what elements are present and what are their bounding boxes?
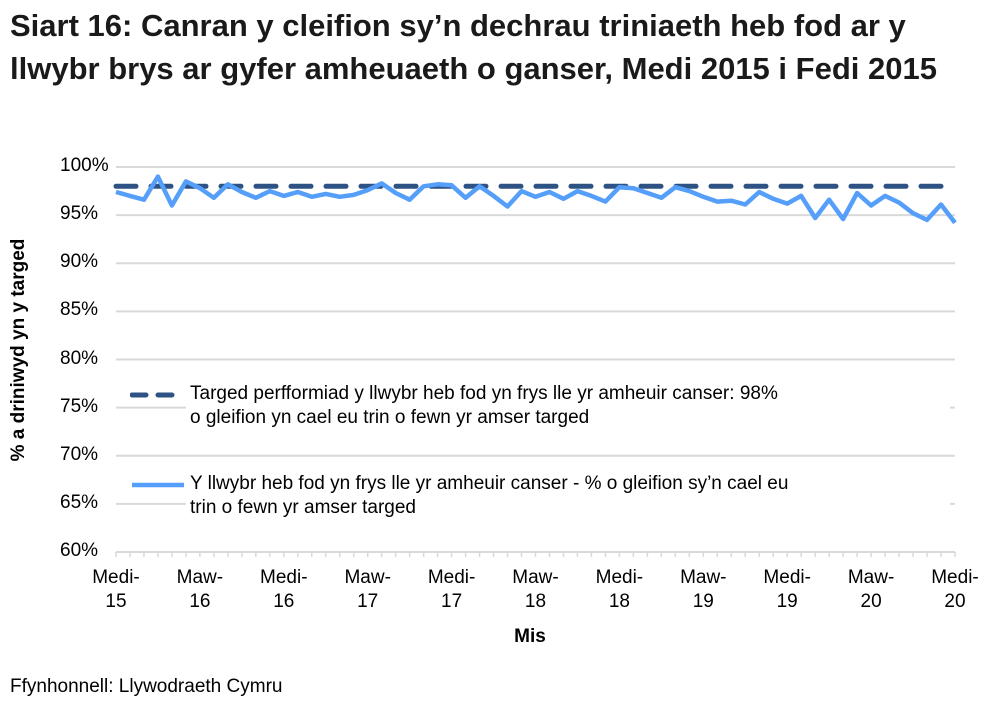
dashed-line-swatch-icon — [129, 382, 187, 406]
x-tick-label: Maw- 20 — [847, 567, 895, 612]
x-axis-label: Mis — [514, 626, 546, 647]
x-tick-label: Medi- 15 — [92, 567, 140, 612]
y-tick-label: 70% — [60, 443, 99, 465]
legend-target-line2: o gleifion yn cael eu trin o fewn yr ams… — [190, 407, 590, 428]
source-note: Ffynhonnell: Llywodraeth Cymru — [10, 676, 283, 697]
y-tick-label: 75% — [60, 395, 99, 417]
y-tick-label: 60% — [60, 540, 99, 561]
legend-target-line1: Targed perfformiad y llwybr heb fod yn f… — [190, 383, 778, 404]
x-tick-label: Maw- 16 — [176, 567, 224, 612]
x-tick-label: Maw- 18 — [512, 567, 559, 612]
x-tick-label: Maw- 19 — [680, 567, 727, 612]
actual-series-line — [115, 174, 957, 225]
y-tick-label: 100% — [60, 155, 109, 176]
y-tick-label: 85% — [60, 299, 99, 321]
solid-line-swatch-icon — [130, 472, 186, 496]
legend-item-target: Targed perfformiad y llwybr heb fod yn f… — [129, 382, 950, 430]
x-tick-label: Medi- 16 — [260, 567, 308, 612]
y-tick-label: 65% — [60, 491, 99, 513]
chart-title: Siart 16: Canran y cleifion sy’n dechrau… — [10, 8, 937, 86]
y-tick-label: 80% — [60, 347, 99, 369]
x-tick-label: Maw- 17 — [344, 567, 391, 612]
x-tick-label: Medi- 20 — [931, 567, 979, 612]
y-tick-label: 90% — [60, 251, 99, 273]
legend-actual-line2: trin o fewn yr amser targed — [190, 497, 416, 518]
x-tick-label: Medi- 18 — [595, 567, 644, 612]
x-axis — [115, 552, 956, 557]
y-tick-label: 95% — [60, 203, 99, 225]
x-tick-label: Medi- 19 — [763, 567, 811, 612]
legend-actual-line1: Y llwybr heb fod yn frys lle yr amheuir … — [190, 473, 789, 494]
x-tick-label: Medi- 17 — [427, 567, 476, 612]
legend-item-actual: Y llwybr heb fod yn frys lle yr amheuir … — [130, 472, 950, 520]
